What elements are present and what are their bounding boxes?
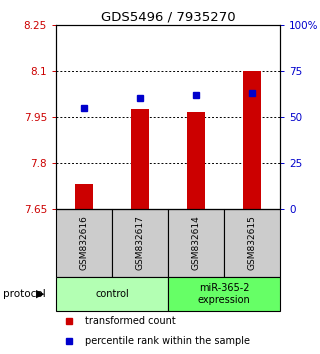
Text: transformed count: transformed count <box>85 316 176 326</box>
Bar <box>224 209 280 277</box>
Text: GSM832616: GSM832616 <box>79 215 89 270</box>
Text: GSM832615: GSM832615 <box>247 215 257 270</box>
Text: control: control <box>95 289 129 299</box>
Bar <box>187 112 205 209</box>
Text: GSM832614: GSM832614 <box>191 215 201 270</box>
Text: GSM832617: GSM832617 <box>135 215 145 270</box>
Bar <box>168 277 280 311</box>
Text: percentile rank within the sample: percentile rank within the sample <box>85 336 250 346</box>
Text: protocol: protocol <box>3 289 46 299</box>
Bar <box>75 184 93 209</box>
Text: ▶: ▶ <box>36 289 44 299</box>
Title: GDS5496 / 7935270: GDS5496 / 7935270 <box>101 11 235 24</box>
Bar <box>112 209 168 277</box>
Bar <box>168 209 224 277</box>
Bar <box>243 71 261 209</box>
Bar <box>131 109 149 209</box>
Text: miR-365-2
expression: miR-365-2 expression <box>198 283 250 305</box>
Bar <box>56 277 168 311</box>
Bar <box>56 209 112 277</box>
